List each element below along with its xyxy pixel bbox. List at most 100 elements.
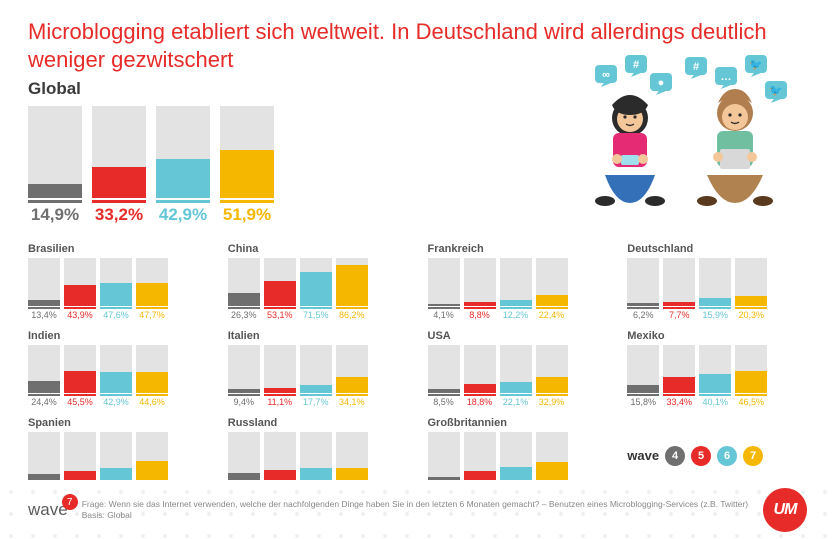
bar-underline (300, 394, 332, 396)
bar-underline (264, 394, 296, 396)
bar-bg (64, 258, 96, 306)
bar-underline (500, 307, 532, 309)
country-bar: 33,4% (663, 345, 695, 407)
bar-bg (28, 345, 60, 393)
bar-fill (64, 471, 96, 480)
country-name: Indien (28, 330, 208, 342)
bar-bg (28, 432, 60, 480)
bar-fill (428, 389, 460, 393)
country-bars: 26,3%53,1%71,5%86,2% (228, 258, 408, 320)
bar-underline (64, 394, 96, 396)
country-bar: 44,6% (136, 345, 168, 407)
country-chart: Frankreich 4,1%8,8%12,2%22,4% (428, 243, 608, 320)
country-name: Deutschland (627, 243, 807, 255)
bar-bg (627, 345, 659, 393)
bar-fill (428, 304, 460, 306)
bar-bg (735, 345, 767, 393)
country-bar: 26,3% (228, 258, 260, 320)
bar-fill (28, 300, 60, 306)
bar-label: 53,1% (267, 310, 293, 320)
country-bars: 4,1%8,8%12,2%22,4% (428, 258, 608, 320)
bar-fill (699, 298, 731, 306)
country-name: Spanien (28, 417, 208, 429)
bar-underline (336, 307, 368, 309)
bar-underline (536, 307, 568, 309)
bar-label: 13,4% (31, 310, 57, 320)
bar-label: 17,7% (303, 397, 329, 407)
bar-label: 11,1% (267, 397, 292, 407)
bar-bg (500, 345, 532, 393)
bar-fill (264, 388, 296, 393)
global-chart: 14,9%33,2%42,9%51,9% (28, 105, 274, 225)
country-name: Frankreich (428, 243, 608, 255)
bar-underline (428, 307, 460, 309)
bar-bg (536, 432, 568, 480)
bar-bg (336, 345, 368, 393)
bar-bg (264, 432, 296, 480)
country-name: Großbritannien (428, 417, 608, 429)
bar-label: 40,1% (702, 397, 728, 407)
bar-underline (627, 307, 659, 309)
country-bar: 71,5% (300, 258, 332, 320)
country-bar: 11,1% (264, 345, 296, 407)
bar-label: 33,4% (666, 397, 692, 407)
countries-grid: Brasilien13,4%43,9%47,6%47,7%China26,3%5… (28, 243, 807, 494)
bar-fill (100, 468, 132, 480)
bar-fill (28, 474, 60, 480)
bar-bg (228, 345, 260, 393)
bar-fill (627, 385, 659, 393)
bar-bg (100, 258, 132, 306)
bar-bg (100, 345, 132, 393)
bar-underline (663, 307, 695, 309)
bar-label: 9,4% (233, 397, 254, 407)
country-chart: Mexiko15,8%33,4%40,1%46,5% (627, 330, 807, 407)
country-chart: USA8,5%18,8%22,1%32,9% (428, 330, 608, 407)
bar-label: 45,5% (67, 397, 93, 407)
bar-fill (464, 471, 496, 480)
bar-bg (663, 345, 695, 393)
bar-bg (300, 258, 332, 306)
svg-text:🐦: 🐦 (769, 85, 783, 97)
bar-underline (28, 394, 60, 396)
bar-bg (228, 432, 260, 480)
bar-underline (92, 200, 146, 203)
bar-fill (228, 389, 260, 394)
bar-underline (64, 307, 96, 309)
bar-fill (536, 377, 568, 393)
bar-bg (300, 345, 332, 393)
country-bar: 34,1% (336, 345, 368, 407)
bar-label: 44,6% (139, 397, 165, 407)
svg-text:∞: ∞ (602, 69, 610, 81)
bar-bg (64, 432, 96, 480)
country-bars: 24,4%45,5%42,9%44,6% (28, 345, 208, 407)
legend-dot: 5 (691, 446, 711, 466)
bar-fill (264, 281, 296, 306)
country-bar: 40,1% (699, 345, 731, 407)
country-chart: China26,3%53,1%71,5%86,2% (228, 243, 408, 320)
country-bar: 43,9% (64, 258, 96, 320)
bar-underline (735, 394, 767, 396)
bar-label: 22,1% (503, 397, 529, 407)
country-name: Brasilien (28, 243, 208, 255)
bar-label: 7,7% (669, 310, 690, 320)
country-bar: 22,1% (500, 345, 532, 407)
bar-fill (627, 303, 659, 306)
bar-fill (136, 372, 168, 393)
legend-dot: 7 (743, 446, 763, 466)
bar-bg (464, 432, 496, 480)
bar-bg (28, 106, 82, 198)
bar-bg (699, 345, 731, 393)
global-bar: 42,9% (156, 106, 210, 225)
bar-bg (136, 345, 168, 393)
country-name: Italien (228, 330, 408, 342)
bar-label: 15,9% (702, 310, 728, 320)
svg-text:#: # (633, 59, 639, 71)
bar-label: 47,6% (103, 310, 129, 320)
country-chart: Deutschland6,2%7,7%15,9%20,3% (627, 243, 807, 320)
bar-bg (336, 432, 368, 480)
bar-bg (428, 432, 460, 480)
bar-underline (699, 394, 731, 396)
bar-label: 4,1% (433, 310, 454, 320)
country-bar: 45,5% (64, 345, 96, 407)
bar-fill (28, 381, 60, 393)
